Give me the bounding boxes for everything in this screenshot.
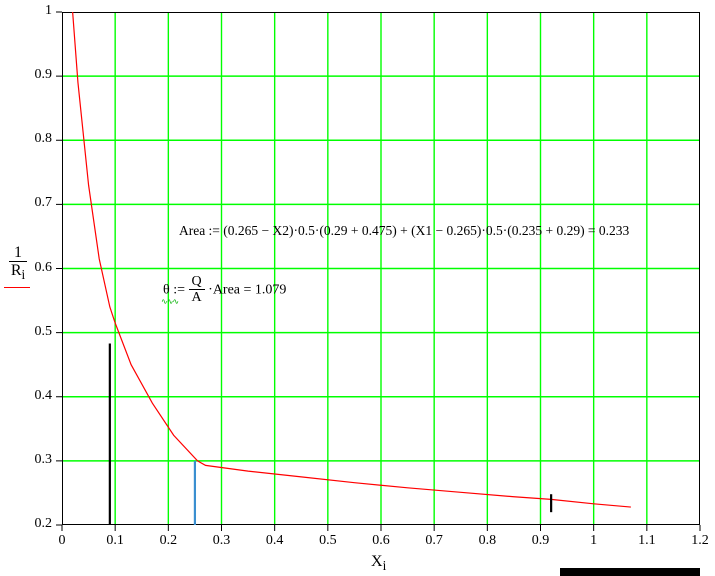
y-tick-label: 0.6	[35, 260, 53, 276]
y-tick-label: 0.4	[35, 388, 53, 404]
assign-symbol: :=	[173, 282, 188, 297]
bottom-black-bar	[560, 568, 700, 576]
x-tick-label: 0.7	[425, 533, 443, 549]
x-tick-label: 1.2	[691, 533, 709, 549]
y-tick-label: 0.8	[35, 131, 53, 147]
x-tick-label: 1.1	[638, 533, 656, 549]
y-tick-label: 0.5	[35, 324, 53, 340]
y-tick-label: 0.2	[35, 516, 53, 532]
x-tick-label: 0.9	[532, 533, 550, 549]
theta-underline-wavy: ∿∿∿	[161, 297, 178, 306]
x-tick-label: 0.2	[160, 533, 178, 549]
chart-svg	[0, 0, 715, 576]
theta-tail: ·Area = 1.079	[208, 282, 286, 297]
x-tick-label: 1	[590, 533, 597, 549]
y-axis-label: 1 Ri	[6, 245, 30, 283]
x-tick-label: 0.3	[213, 533, 231, 549]
x-tick-label: 0.1	[106, 533, 124, 549]
y-tick-label: 0.3	[35, 452, 53, 468]
y-axis-label-numerator: 1	[9, 245, 27, 262]
x-tick-label: 0.4	[266, 533, 284, 549]
theta-fraction-numerator: Q	[189, 275, 205, 290]
y-tick-label: 0.9	[35, 67, 53, 83]
theta-symbol: θ	[163, 282, 170, 297]
y-axis-label-underline	[4, 287, 30, 288]
x-tick-label: 0.5	[319, 533, 337, 549]
equation-area: Area := (0.265 − X2)·0.5·(0.29 + 0.475) …	[179, 223, 629, 239]
x-tick-label: 0.6	[372, 533, 390, 549]
y-tick-label: 1	[45, 3, 52, 19]
equation-theta: θ := Q A ·Area = 1.079	[163, 275, 286, 305]
y-axis-label-denominator: Ri	[9, 262, 27, 283]
x-tick-label: 0.8	[479, 533, 497, 549]
theta-fraction-denominator: A	[189, 290, 205, 305]
x-axis-label: Xi	[371, 553, 386, 574]
x-tick-label: 0	[59, 533, 66, 549]
curve-line	[73, 12, 631, 507]
y-tick-label: 0.7	[35, 195, 53, 211]
